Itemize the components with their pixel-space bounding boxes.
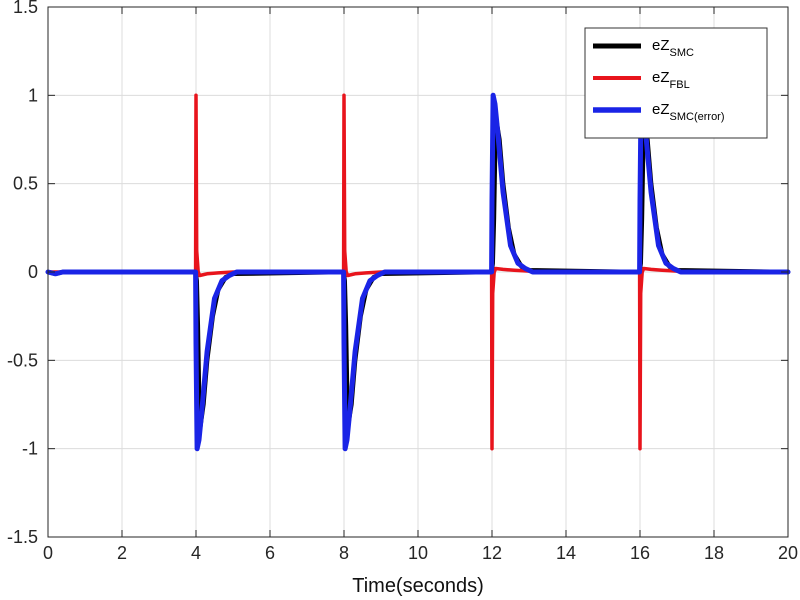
x-tick-labels: 0 2 4 6 8 10 12 14 16 18 20	[43, 543, 798, 563]
x-tick-label: 0	[43, 543, 53, 563]
y-tick-label: 0.5	[13, 174, 38, 194]
x-tick-label: 10	[408, 543, 428, 563]
legend-label-sub: FBL	[670, 79, 690, 91]
legend-label-0: eZSMC	[652, 37, 694, 59]
y-tick-label: -0.5	[7, 350, 38, 370]
x-tick-label: 18	[704, 543, 724, 563]
y-tick-label: 1	[28, 85, 38, 105]
y-tick-label: 0	[28, 262, 38, 282]
x-tick-label: 20	[778, 543, 798, 563]
legend-label-sub: SMC(error)	[670, 111, 725, 123]
legend-label-main: eZ	[652, 37, 670, 54]
legend-label-2: eZSMC(error)	[652, 101, 725, 123]
x-tick-label: 2	[117, 543, 127, 563]
x-tick-label: 12	[482, 543, 502, 563]
x-axis-title: Time(seconds)	[352, 575, 484, 597]
y-tick-label: 1.5	[13, 0, 38, 17]
x-tick-label: 4	[191, 543, 201, 563]
legend-label-main: eZ	[652, 69, 670, 86]
x-tick-label: 8	[339, 543, 349, 563]
legend-label-1: eZFBL	[652, 69, 690, 91]
legend-label-main: eZ	[652, 101, 670, 118]
y-tick-label: -1	[22, 439, 38, 459]
y-tick-label: -1.5	[7, 527, 38, 547]
x-tick-label: 6	[265, 543, 275, 563]
x-tick-label: 16	[630, 543, 650, 563]
y-tick-labels: -1.5 -1 -0.5 0 0.5 1 1.5	[7, 0, 38, 547]
x-tick-label: 14	[556, 543, 576, 563]
axis-ticks	[47, 6, 789, 538]
legend-label-sub: SMC	[670, 47, 695, 59]
